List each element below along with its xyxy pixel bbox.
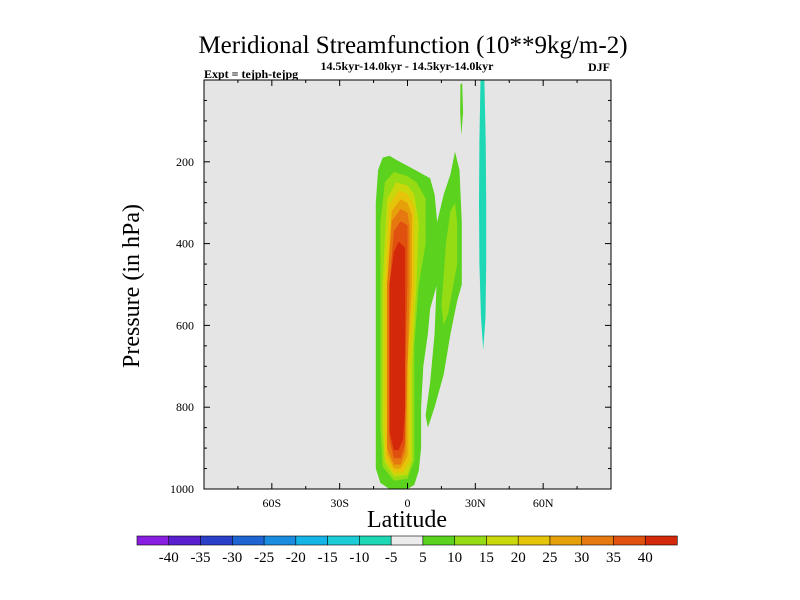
contour-layers: [375, 80, 487, 489]
colorbar-swatch: [549, 535, 583, 546]
y-axis-title: Pressure (in hPa): [119, 204, 145, 368]
x-tick-label: 30S: [330, 496, 349, 510]
colorbar-label: -15: [318, 550, 338, 566]
colorbar-swatch: [231, 535, 265, 546]
colorbar-swatch: [200, 535, 233, 546]
chart-subtitle-center: 14.5kyr-14.0kyr - 14.5kyr-14.0kyr: [321, 59, 495, 73]
colorbar-swatch: [613, 535, 646, 546]
colorbar-label: -35: [191, 550, 211, 566]
x-tick-label: 0: [405, 496, 411, 510]
colorbar-label: -25: [254, 550, 274, 566]
chart-subtitle-left: Expt = tejph-tejpg: [204, 67, 298, 81]
contour-main-cell-core: [389, 241, 406, 451]
colorbar-label: -40: [159, 550, 179, 566]
contour-upper-tail-light-green: [441, 202, 458, 326]
colorbar-swatch: [327, 535, 360, 546]
colorbar-swatch: [486, 535, 519, 546]
colorbar-swatch: [422, 535, 456, 546]
colorbar-label: 20: [511, 550, 526, 566]
colorbar-swatch: [517, 535, 551, 546]
x-axis-title: Latitude: [367, 507, 447, 533]
colorbar-label: 15: [479, 550, 494, 566]
colorbar-swatch: [644, 535, 678, 546]
colorbar-label: -20: [286, 550, 306, 566]
x-tick-label: 60S: [262, 496, 281, 510]
colorbar-swatch: [454, 535, 488, 546]
colorbar-label: 30: [574, 550, 589, 566]
y-tick-label: 200: [176, 155, 194, 169]
axis-ticks: [204, 80, 611, 489]
colorbar-swatch: [168, 535, 202, 546]
y-tick-label: 800: [176, 400, 194, 414]
colorbar-label: 35: [606, 550, 621, 566]
colorbar-swatch: [359, 535, 392, 546]
colorbar-labels: -40 -35 -30 -25 -20 -15 -10 -5 5 10 15 2…: [159, 550, 653, 566]
y-tick-labels: 200 400 600 800 1000: [170, 155, 194, 496]
x-tick-label: 30N: [465, 496, 486, 510]
colorbar-swatch: [136, 535, 170, 546]
chart-subtitle-right: DJF: [588, 60, 610, 74]
colorbar-swatch: [581, 535, 615, 546]
contour-negative-teal-band: [479, 80, 487, 350]
colorbar-label: 10: [447, 550, 462, 566]
colorbar-label: 40: [638, 550, 653, 566]
colorbar-swatch: [390, 535, 424, 546]
colorbar: [136, 535, 678, 546]
contour-thin-green-spike: [460, 83, 464, 136]
colorbar-label: 5: [419, 550, 427, 566]
chart-title: Meridional Streamfunction (10**9kg/m-2): [198, 32, 627, 59]
colorbar-label: -5: [385, 550, 398, 566]
plot-area: [203, 79, 612, 490]
colorbar-label: -10: [349, 550, 369, 566]
colorbar-label: -30: [222, 550, 242, 566]
colorbar-swatch: [295, 535, 329, 546]
colorbar-label: 25: [542, 550, 557, 566]
colorbar-swatch: [263, 535, 297, 546]
y-tick-label: 1000: [170, 482, 194, 496]
y-tick-label: 600: [176, 318, 194, 332]
y-tick-label: 400: [176, 237, 194, 251]
x-tick-labels: 60S 30S 0 30N 60N: [262, 496, 553, 510]
x-tick-label: 60N: [533, 496, 554, 510]
